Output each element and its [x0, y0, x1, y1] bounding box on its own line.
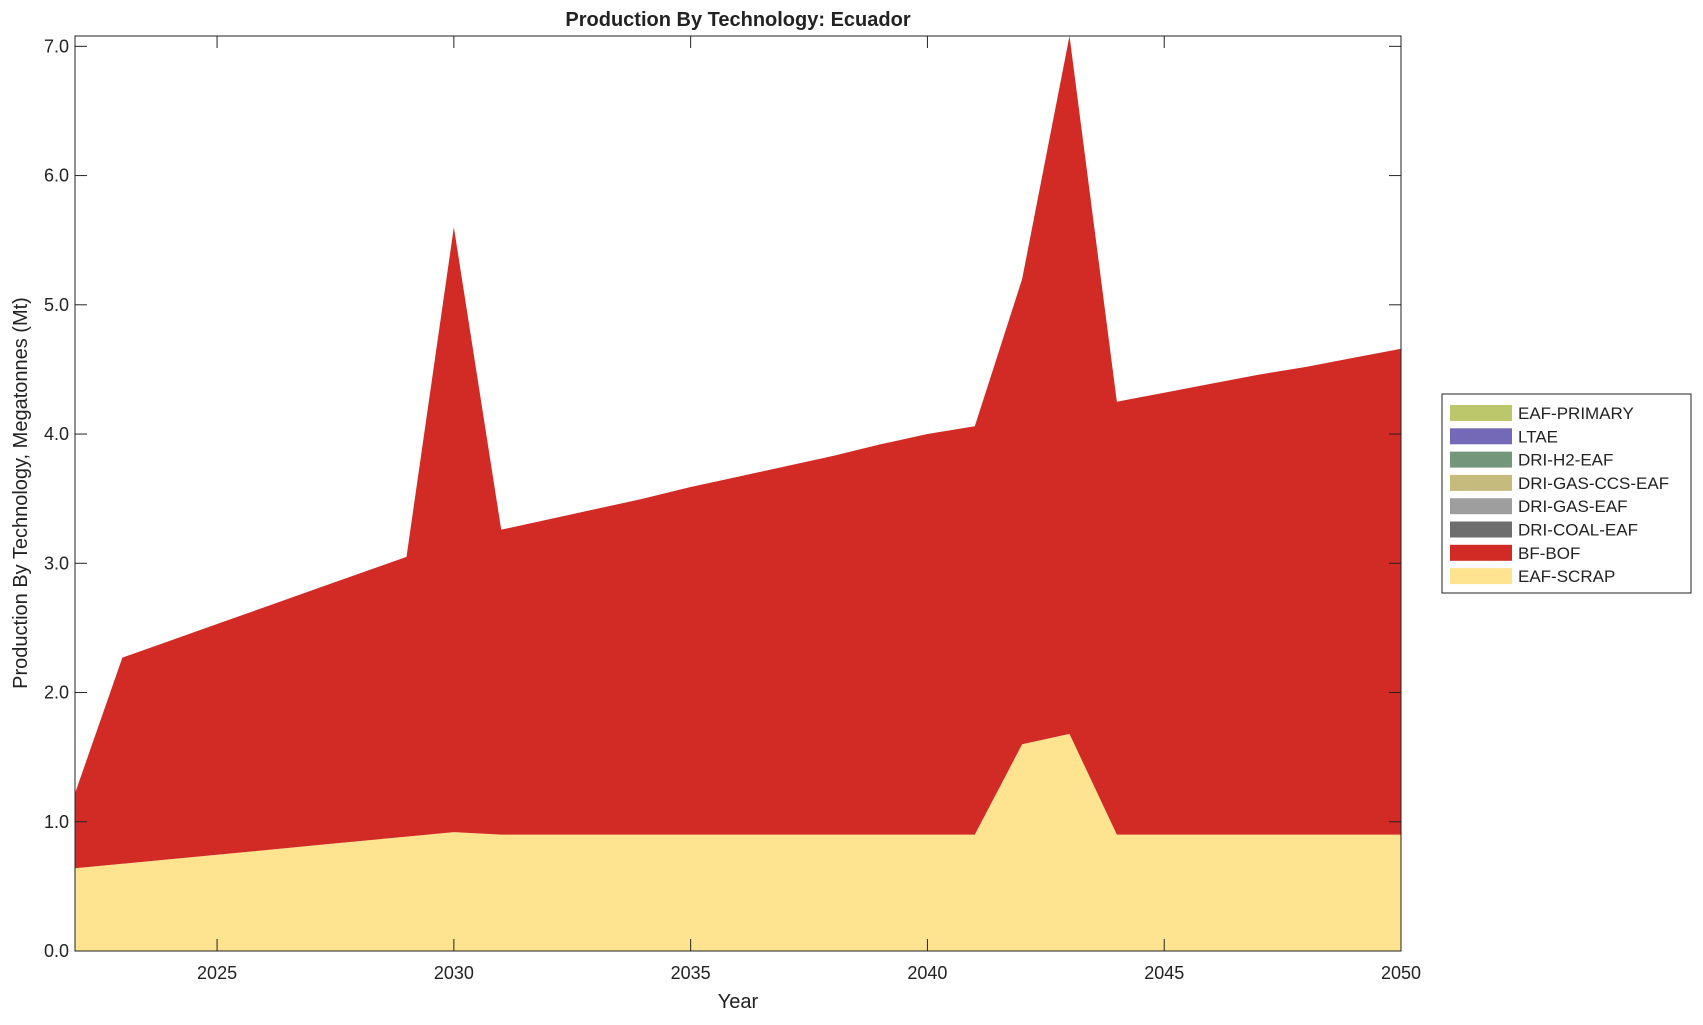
- x-tick-label: 2030: [434, 963, 474, 983]
- plot-areas: [75, 36, 1401, 951]
- x-axis-label: Year: [718, 991, 759, 1013]
- legend-swatch: [1450, 428, 1512, 445]
- legend-swatch: [1450, 568, 1512, 585]
- x-tick-label: 2045: [1144, 963, 1184, 983]
- legend-label: DRI-GAS-CCS-EAF: [1518, 474, 1669, 493]
- legend-swatch: [1450, 474, 1512, 491]
- y-tick-label: 4.0: [44, 424, 69, 444]
- x-tick-label: 2040: [907, 963, 947, 983]
- y-tick-label: 2.0: [44, 683, 69, 703]
- legend-label: EAF-SCRAP: [1518, 567, 1615, 586]
- legend-swatch: [1450, 498, 1512, 515]
- y-axis-label: Production By Technology, Megatonnes (Mt…: [10, 297, 32, 689]
- legend-label: DRI-GAS-EAF: [1518, 497, 1628, 516]
- legend-label: LTAE: [1518, 427, 1558, 446]
- y-tick-label: 3.0: [44, 553, 69, 573]
- x-tick-label: 2050: [1381, 963, 1421, 983]
- axis-ticks: 2025 2030 2035 2040 2045 2050 0.0 1.0 2.0 3.0 4.0 5…: [44, 36, 1421, 983]
- legend-box: [1441, 393, 1692, 594]
- y-tick-label: 1.0: [44, 812, 69, 832]
- area-eaf-scrap: [75, 733, 1401, 951]
- legend: EAF-PRIMARY LTAE DRI-H2-EAF DRI-GAS-CCS-EAF…: [1441, 393, 1692, 594]
- x-tick-label: 2025: [197, 963, 237, 983]
- x-tick-label: 2035: [671, 963, 711, 983]
- legend-label: DRI-H2-EAF: [1518, 451, 1613, 470]
- legend-swatch: [1450, 544, 1512, 561]
- chart-title: Production By Technology: Ecuador: [565, 9, 910, 31]
- y-tick-label: 7.0: [44, 36, 69, 56]
- y-tick-label: 6.0: [44, 166, 69, 186]
- legend-swatch: [1450, 405, 1512, 421]
- y-tick-label: 5.0: [44, 295, 69, 315]
- legend-swatch: [1450, 521, 1512, 538]
- legend-label: EAF-PRIMARY: [1518, 404, 1634, 423]
- legend-label: BF-BOF: [1518, 544, 1580, 563]
- plot-frame: [74, 35, 1402, 952]
- y-tick-label: 0.0: [44, 941, 69, 961]
- legend-label: DRI-COAL-EAF: [1518, 521, 1638, 540]
- area-bf-bof: [75, 36, 1401, 869]
- legend-swatch: [1450, 451, 1512, 468]
